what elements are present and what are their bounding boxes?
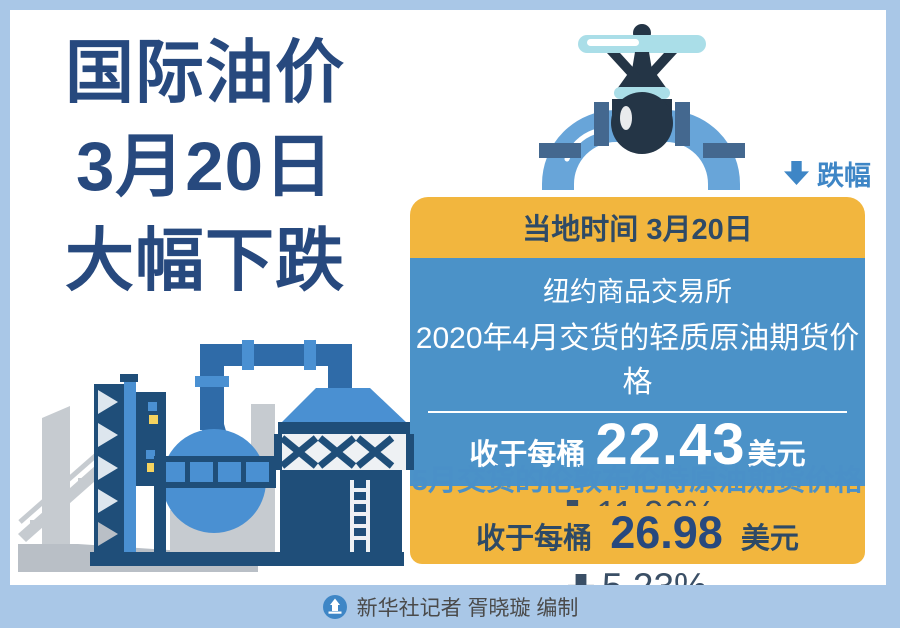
info-box-header: 当地时间 3月20日 [410, 197, 865, 258]
xinhua-logo-icon [322, 594, 347, 619]
down-arrow-icon [784, 161, 809, 185]
drop-label-text: 跌幅 [817, 161, 871, 191]
brent-section: 5月交货的伦敦布伦特原油期货价格 收于每桶 26.98 美元 5.23% [410, 457, 865, 608]
nymex-contract: 2020年4月交货的轻质原油期货价格 [415, 322, 860, 399]
brent-currency: 美元 [740, 523, 799, 555]
brent-close-prefix: 收于每桶 [476, 523, 593, 555]
refinery-illustration [18, 340, 414, 572]
brent-price-bar: 收于每桶 26.98 美元 [410, 506, 865, 564]
nymex-currency: 美元 [747, 439, 806, 471]
drop-legend: 跌幅 [784, 154, 871, 193]
oil-pipe-valve-illustration [539, 24, 745, 190]
title-line-3: 大幅下跌 [65, 222, 345, 299]
nymex-price-row: 收于每桶 22.43 美元 [410, 412, 865, 478]
nymex-body: 纽约商品交易所 2020年4月交货的轻质原油期货价格 收于每桶 22.43 美元 [410, 258, 865, 486]
footer-credit-text: 新华社记者 胥晓璇 编制 [356, 596, 579, 620]
nymex-price-value: 22.43 [595, 412, 746, 477]
separator-line [428, 411, 847, 413]
brent-contract: 5月交货的伦敦布伦特原油期货价格 [411, 465, 864, 497]
title-line-1: 国际油价 [65, 34, 345, 111]
title-line-2: 3月20日 [75, 128, 335, 205]
nymex-close-prefix: 收于每桶 [469, 439, 586, 471]
page-title: 国际油价 3月20日 大幅下跌 [46, 26, 364, 308]
footer-credit-bar: 新华社记者 胥晓璇 编制 [0, 585, 900, 628]
nymex-exchange: 纽约商品交易所 [543, 277, 732, 307]
brent-price-value: 26.98 [610, 507, 723, 558]
